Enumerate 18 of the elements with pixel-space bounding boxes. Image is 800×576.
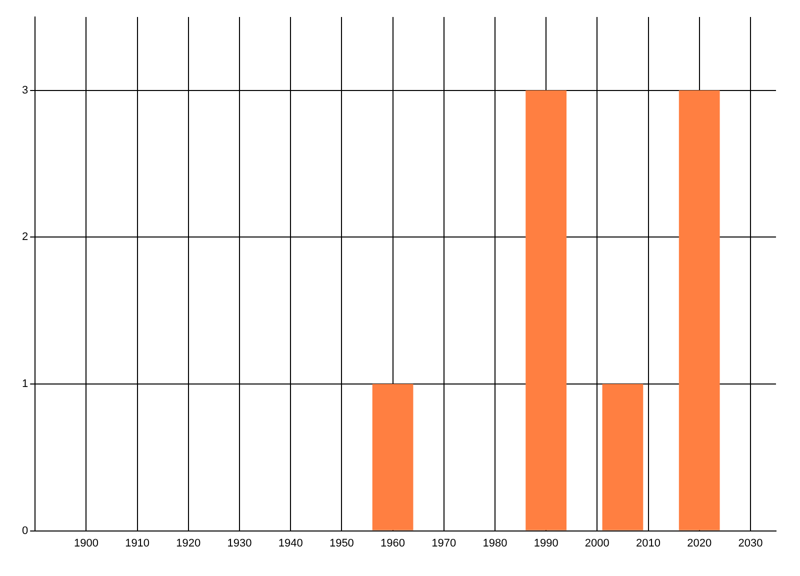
x-tick-label: 2010	[636, 537, 661, 550]
y-tick-label: 0	[22, 524, 28, 537]
x-tick-label: 1910	[125, 537, 150, 550]
x-tick-label: 2000	[584, 537, 610, 550]
x-tick-label: 1920	[176, 537, 201, 550]
y-tick-label: 3	[22, 84, 28, 96]
x-tick-label: 1900	[74, 537, 98, 550]
x-tick-label: 1970	[432, 537, 456, 550]
x-tick-label: 1960	[380, 537, 406, 550]
x-tick-label: 1980	[482, 537, 508, 550]
x-tick-label: 1930	[227, 537, 252, 550]
x-tick-label: 2020	[687, 537, 712, 550]
x-tick-label: 1940	[278, 537, 303, 550]
y-tick-label: 2	[22, 231, 28, 244]
x-tick-label: 2030	[738, 537, 763, 550]
x-tick-label: 1990	[534, 537, 558, 550]
y-tick-label: 1	[22, 378, 28, 390]
x-tick-label: 1950	[329, 537, 354, 550]
